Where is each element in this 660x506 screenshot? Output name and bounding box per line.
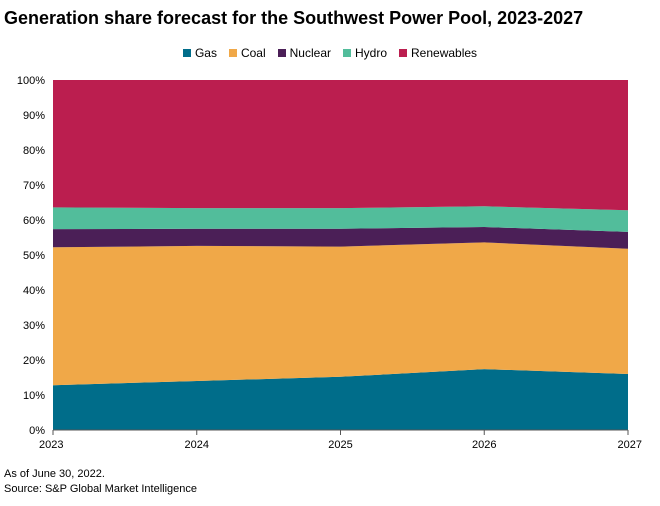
x-tick-label: 2026 [472, 439, 496, 451]
x-tick-label: 2024 [185, 439, 209, 451]
x-tick-label: 2023 [39, 439, 63, 451]
legend-item-nuclear: Nuclear [277, 46, 331, 60]
legend-label: Gas [194, 46, 217, 60]
legend-swatch [399, 49, 408, 57]
y-tick-label: 30% [23, 320, 45, 332]
legend-swatch [277, 49, 286, 57]
legend-label: Hydro [355, 46, 388, 60]
legend-label: Nuclear [289, 46, 331, 60]
area-coal [53, 242, 628, 386]
legend-swatch [228, 49, 237, 57]
legend-swatch [182, 49, 191, 57]
legend-item-coal: Coal [228, 46, 266, 60]
y-tick-label: 70% [23, 180, 45, 192]
area-nuclear [53, 227, 628, 249]
legend-label: Coal [240, 46, 266, 60]
legend-label: Renewables [411, 46, 478, 60]
legend: Gas Coal Nuclear Hydro Renewables [0, 46, 660, 60]
y-tick-label: 40% [23, 285, 45, 297]
footnote-source: Source: S&P Global Market Intelligence [4, 483, 198, 495]
area-renewables [53, 80, 628, 211]
area-gas [53, 369, 628, 430]
footnote-date: As of June 30, 2022. [4, 468, 105, 480]
x-tick-label: 2025 [328, 439, 352, 451]
y-tick-label: 50% [23, 250, 45, 262]
y-tick-label: 60% [23, 215, 45, 227]
legend-item-hydro: Hydro [343, 46, 387, 60]
y-tick-label: 80% [23, 145, 45, 157]
legend-item-gas: Gas [182, 46, 217, 60]
x-tick-label: 2027 [618, 439, 642, 451]
y-tick-label: 90% [23, 110, 45, 122]
area-hydro [53, 206, 628, 232]
legend-swatch [343, 49, 351, 57]
y-tick-label: 100% [17, 75, 45, 87]
chart-title: Generation share forecast for the Southw… [4, 8, 584, 28]
y-tick-label: 10% [23, 390, 45, 402]
legend-item-renewables: Renewables [399, 46, 477, 60]
y-tick-label: 20% [23, 355, 45, 367]
y-tick-label: 0% [29, 425, 45, 437]
